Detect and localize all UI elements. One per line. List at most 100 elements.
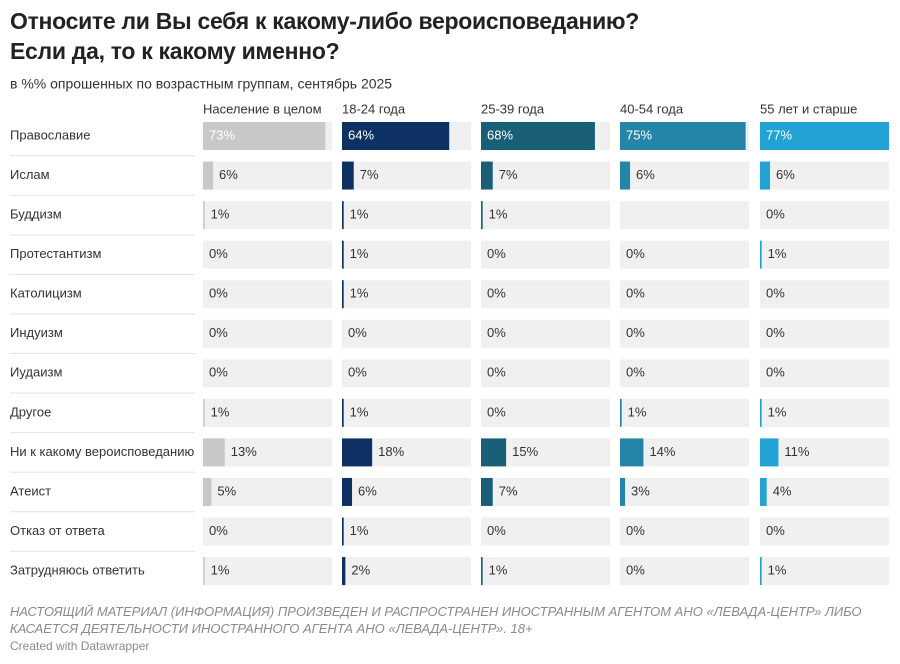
bar-background	[342, 319, 471, 348]
bar-background	[481, 359, 610, 388]
value-label: 0%	[487, 404, 506, 419]
bar	[760, 398, 762, 427]
bar-background	[620, 319, 749, 348]
category-label: Отказ от ответа	[10, 523, 105, 538]
value-label: 0%	[487, 325, 506, 340]
bar-background	[620, 359, 749, 388]
value-label: 7%	[360, 167, 379, 182]
bar-background	[760, 240, 889, 269]
value-label: 6%	[776, 167, 795, 182]
bar	[481, 161, 493, 190]
value-label: 1%	[350, 246, 369, 261]
value-label: 0%	[209, 325, 228, 340]
value-label: 68%	[487, 127, 513, 142]
value-label: 1%	[350, 523, 369, 538]
bar-background	[620, 557, 749, 586]
bar-background	[203, 517, 332, 546]
category-label: Православие	[10, 127, 91, 142]
value-label: 0%	[348, 365, 367, 380]
value-label: 7%	[499, 483, 518, 498]
value-label: 77%	[766, 127, 792, 142]
bar-background	[760, 280, 889, 309]
bar-background	[481, 240, 610, 269]
bar-background	[203, 359, 332, 388]
bar	[760, 240, 762, 269]
bar-background	[620, 398, 749, 427]
series-header: Население в целом	[203, 101, 322, 116]
value-label: 0%	[209, 523, 228, 538]
bar-background	[203, 280, 332, 309]
category-label: Протестантизм	[10, 246, 101, 261]
bar	[342, 517, 344, 546]
bar-background	[481, 398, 610, 427]
bar	[342, 161, 354, 190]
value-label: 1%	[768, 246, 787, 261]
bar-background	[342, 201, 471, 230]
value-label: 6%	[358, 483, 377, 498]
bar	[203, 122, 326, 150]
bar-background	[481, 319, 610, 348]
bar-background	[203, 240, 332, 269]
bar	[620, 398, 622, 427]
note: НАСТОЯЩИЙ МАТЕРИАЛ (ИНФОРМАЦИЯ) ПРОИЗВЕД…	[10, 604, 862, 636]
value-label: 0%	[766, 286, 785, 301]
series-header: 25-39 года	[481, 101, 545, 116]
bar-background	[481, 201, 610, 230]
bar	[342, 438, 373, 467]
value-label: 0%	[348, 325, 367, 340]
value-label: 0%	[626, 365, 645, 380]
bar	[342, 280, 344, 309]
bar-background	[760, 161, 889, 190]
value-label: 1%	[350, 404, 369, 419]
value-label: 2%	[351, 562, 370, 577]
bar	[620, 122, 746, 150]
bar	[481, 477, 493, 506]
value-label: 11%	[784, 444, 809, 459]
bar-background	[760, 319, 889, 348]
value-label: 0%	[209, 286, 228, 301]
bar-background	[481, 161, 610, 190]
value-label: 0%	[766, 523, 785, 538]
bar-background	[760, 557, 889, 586]
bar	[342, 201, 344, 230]
value-label: 1%	[211, 404, 230, 419]
bar-background	[760, 477, 889, 506]
bar	[481, 122, 595, 150]
bar-background	[620, 240, 749, 269]
value-label: 6%	[636, 167, 655, 182]
value-label: 5%	[217, 483, 236, 498]
value-label: 3%	[631, 483, 650, 498]
bar-background	[203, 398, 332, 427]
bar	[760, 161, 771, 190]
value-label: 0%	[766, 207, 785, 222]
value-label: 1%	[211, 562, 230, 577]
category-label: Атеист	[10, 483, 51, 498]
bar	[342, 240, 344, 269]
value-label: 0%	[626, 562, 645, 577]
value-label: 4%	[773, 483, 792, 498]
bar-background	[342, 398, 471, 427]
category-label: Затрудняюсь ответить	[10, 562, 145, 577]
value-label: 1%	[768, 562, 787, 577]
bar-background	[760, 517, 889, 546]
value-label: 0%	[626, 523, 645, 538]
bar-background	[481, 280, 610, 309]
bar-background	[203, 161, 332, 190]
bar	[481, 557, 483, 586]
value-label: 0%	[766, 365, 785, 380]
bar-background	[203, 557, 332, 586]
value-label: 73%	[209, 127, 235, 142]
value-label: 0%	[487, 246, 506, 261]
bar	[342, 557, 346, 586]
value-label: 0%	[209, 246, 228, 261]
category-label: Ислам	[10, 167, 50, 182]
value-label: 1%	[489, 207, 508, 222]
category-label: Индуизм	[10, 325, 63, 340]
bar-background	[620, 280, 749, 309]
bar-background	[481, 517, 610, 546]
bar-background	[620, 517, 749, 546]
bar	[203, 398, 205, 427]
bar-background	[760, 398, 889, 427]
value-label: 6%	[219, 167, 238, 182]
